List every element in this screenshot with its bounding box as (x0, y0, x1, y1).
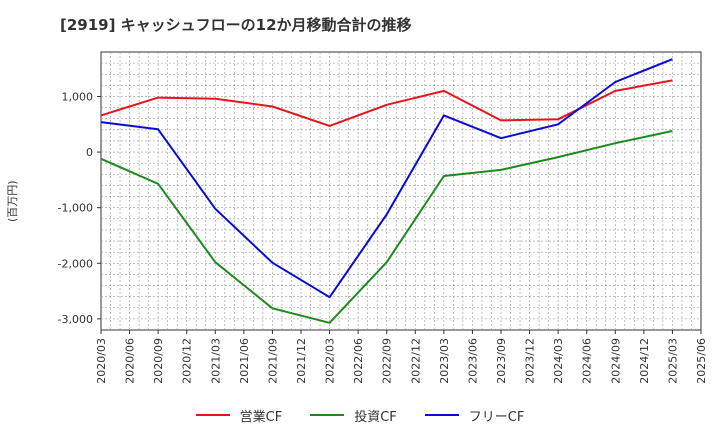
x-tick-label: 2022/09 (381, 338, 394, 384)
x-tick-label: 2024/12 (638, 338, 651, 384)
legend-item: フリーCF (424, 406, 525, 425)
x-tick-label: 2022/12 (409, 338, 422, 384)
x-tick-label: 2022/06 (352, 338, 365, 384)
x-tick-label: 2023/12 (524, 338, 537, 384)
legend: 営業CF 投資CF フリーCF (0, 405, 720, 425)
y-tick-label: 1,000 (62, 90, 94, 103)
x-tick-label: 2021/09 (266, 338, 279, 384)
chart-title: [2919] キャッシュフローの12か月移動合計の推移 (60, 16, 412, 34)
x-tick-label: 2020/06 (124, 338, 137, 384)
legend-swatch (424, 414, 459, 416)
x-tick-label: 2023/06 (466, 338, 479, 384)
legend-label: 営業CF (239, 409, 283, 425)
x-tick-label: 2025/03 (666, 338, 679, 384)
x-tick-label: 2020/09 (152, 338, 165, 384)
legend-swatch (310, 414, 345, 416)
legend-label: 投資CF (354, 409, 397, 425)
x-tick-label: 2024/03 (552, 338, 565, 384)
x-tick-label: 2021/03 (209, 338, 222, 384)
legend-item: 営業CF (195, 406, 283, 425)
x-tick-label: 2021/12 (295, 338, 308, 384)
legend-label: フリーCF (468, 409, 525, 425)
x-tick-label: 2020/12 (181, 338, 194, 384)
series-line (100, 130, 673, 324)
y-tick-label: -2,000 (58, 257, 93, 270)
legend-item: 投資CF (310, 406, 397, 425)
y-tick-label: -3,000 (58, 313, 93, 326)
x-tick-label: 2025/06 (695, 338, 708, 384)
x-tick-label: 2021/06 (238, 338, 251, 384)
x-tick-label: 2020/03 (95, 338, 108, 384)
y-tick-label: -1,000 (58, 202, 93, 215)
series-line (100, 58, 673, 299)
x-tick-label: 2023/09 (495, 338, 508, 384)
x-tick-label: 2024/09 (609, 338, 622, 384)
y-tick-label: 0 (86, 146, 93, 159)
x-tick-label: 2022/03 (324, 338, 337, 384)
x-tick-label: 2024/06 (581, 338, 594, 384)
x-tick-label: 2023/03 (438, 338, 451, 384)
legend-swatch (195, 414, 230, 416)
